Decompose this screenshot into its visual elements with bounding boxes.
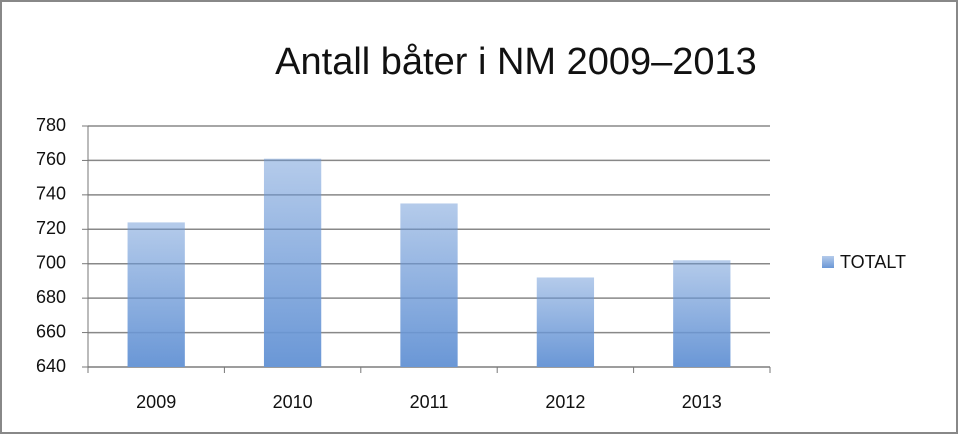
bar [127,222,185,367]
bar [673,260,731,367]
y-tick-label: 780 [36,115,66,135]
x-tick-label: 2010 [273,392,313,412]
legend-label: TOTALT [840,252,906,272]
x-tick-label: 2013 [682,392,722,412]
bar [536,277,595,367]
y-tick-label: 660 [36,321,66,341]
y-tick-label: 720 [36,218,66,238]
legend-swatch [822,256,834,268]
y-tick-label: 640 [36,356,66,376]
y-tick-label: 680 [36,287,66,307]
x-tick-label: 2011 [410,392,449,412]
x-tick-label: 2012 [545,392,585,412]
bar [400,203,458,367]
y-tick-label: 700 [36,252,66,272]
y-tick-label: 740 [36,184,66,204]
chart-title: Antall båter i NM 2009–2013 [275,41,757,83]
bar [263,158,322,367]
x-tick-label: 2009 [136,392,176,412]
y-tick-label: 760 [36,149,66,169]
